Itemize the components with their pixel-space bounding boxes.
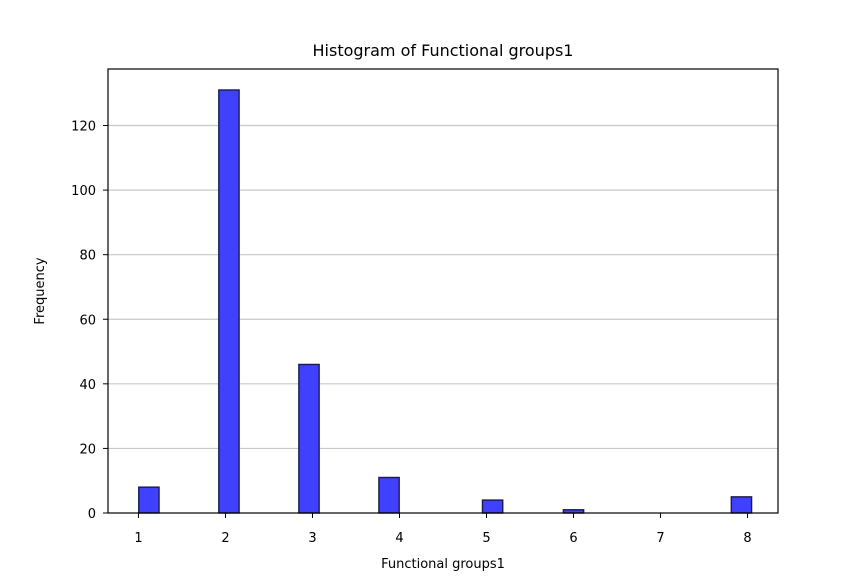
x-axis-label: Functional groups1: [381, 557, 505, 572]
histogram-bar: [218, 89, 240, 514]
chart-title: Histogram of Functional groups1: [313, 41, 574, 60]
y-tick-label: 120: [71, 120, 96, 135]
x-tick-label: 6: [569, 531, 577, 546]
histogram-bar: [298, 363, 320, 514]
x-tick-label: 7: [656, 531, 664, 546]
plot-frame: [107, 68, 779, 514]
histogram-bar: [481, 499, 504, 514]
y-tick-label: 40: [79, 378, 96, 393]
histogram-bar: [378, 476, 400, 514]
y-tick-label: 0: [88, 507, 96, 522]
x-tick-label: 1: [134, 531, 142, 546]
histogram-bar: [730, 496, 753, 514]
x-axis-ticks: 1 2 3 4 5 6 7 8: [134, 513, 752, 546]
x-tick-label: 4: [395, 531, 403, 546]
bars: [138, 89, 753, 514]
x-tick-label: 2: [221, 531, 229, 546]
y-tick-label: 100: [71, 184, 96, 199]
x-tick-label: 3: [308, 531, 316, 546]
y-tick-label: 60: [79, 313, 96, 328]
y-tick-label: 80: [79, 249, 96, 264]
histogram-bar: [138, 486, 160, 514]
x-tick-label: 5: [482, 531, 490, 546]
y-axis-ticks: 0 20 40 60 80 100 120: [71, 120, 108, 522]
y-tick-label: 20: [79, 442, 96, 457]
x-tick-label: 8: [743, 531, 751, 546]
y-axis-label: Frequency: [33, 257, 48, 324]
